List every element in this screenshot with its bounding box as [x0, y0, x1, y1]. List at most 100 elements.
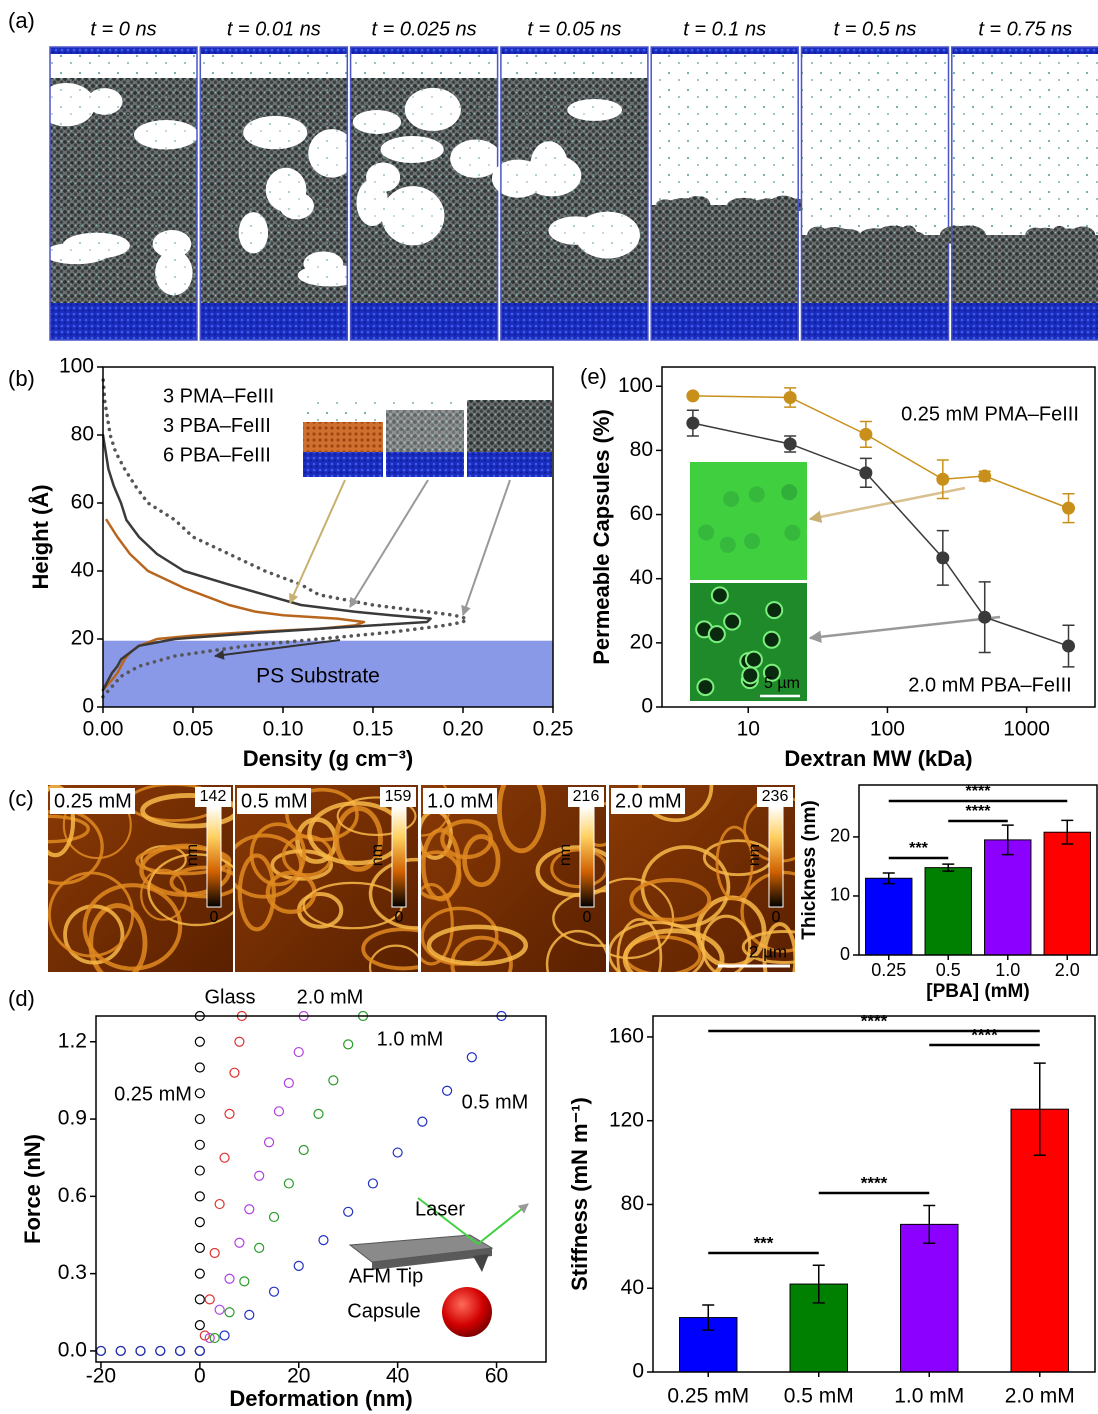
data-point — [209, 1247, 220, 1259]
laser — [417, 1197, 529, 1246]
x-tick-label: 1.0 — [995, 960, 1020, 980]
data-point — [859, 466, 873, 480]
data-point — [194, 1294, 205, 1305]
connecting-line — [692, 422, 1069, 647]
x-tick-label: 0.05 — [173, 718, 214, 741]
data-point — [224, 1108, 235, 1120]
data-point — [254, 1170, 265, 1181]
x-tick-label: 0.5 — [936, 960, 961, 980]
data-point — [328, 1075, 339, 1086]
afm-fiber — [48, 814, 90, 844]
md-snapshot — [491, 46, 649, 341]
capsule — [762, 630, 781, 649]
data-point — [392, 1147, 403, 1158]
data-point — [204, 1332, 215, 1344]
x-tick-label: 0.00 — [83, 718, 124, 741]
substrate — [651, 303, 799, 340]
inset-polymer — [386, 410, 464, 452]
data-point — [783, 390, 797, 404]
colorbar-unit: nm — [184, 844, 201, 866]
polymer-bump — [1034, 227, 1055, 243]
inset-micrograph — [690, 462, 807, 580]
solvent-dots — [50, 78, 197, 305]
data-point — [263, 1137, 275, 1148]
bar — [924, 867, 972, 956]
afm-fiber — [82, 883, 183, 971]
data-point — [194, 1217, 205, 1228]
y-tick-label: 80 — [71, 423, 94, 446]
panel-label: (d) — [8, 986, 35, 1011]
afm-fiber — [552, 889, 606, 947]
polymer-bump — [877, 230, 905, 240]
data-point — [978, 469, 992, 483]
afm-fiber — [368, 944, 418, 972]
max-bg — [380, 787, 416, 807]
bar — [984, 839, 1032, 956]
label-bg — [50, 788, 135, 814]
legend-entry: 3 PMA–FeIII — [163, 385, 274, 407]
afm-fiber — [426, 924, 529, 966]
density-curve — [101, 433, 432, 692]
snapshot-frame — [951, 46, 1098, 341]
afm-tip — [473, 1254, 489, 1272]
plot-frame — [661, 366, 1096, 708]
water-top — [801, 47, 949, 54]
afm-fiber — [88, 903, 148, 972]
error-bar — [923, 1204, 936, 1244]
y-axis-title: Height (Å) — [27, 484, 53, 589]
water-top — [500, 47, 648, 54]
bar — [900, 1223, 959, 1373]
data-point — [194, 1139, 205, 1150]
x-tick-label: 60 — [485, 1365, 508, 1388]
data-point — [214, 1198, 225, 1210]
x-tick-label: 0.20 — [443, 718, 484, 741]
afm-fiber — [740, 870, 795, 953]
time-label: t = 0.01 ns — [227, 18, 321, 40]
afm-fiber — [440, 819, 494, 860]
y-tick-label: 100 — [618, 374, 653, 397]
md-snapshot — [199, 46, 363, 341]
afm-fiber — [147, 853, 233, 927]
colorbar — [768, 806, 784, 908]
polymer-region — [951, 235, 1098, 305]
data-point — [283, 1077, 294, 1089]
colorbar-min: 0 — [210, 909, 219, 926]
afm-fiber — [48, 785, 76, 858]
substrate — [951, 303, 1098, 340]
series-label: 0.25 mM — [114, 1083, 192, 1105]
error-bar — [1001, 824, 1014, 856]
solvent-dots — [500, 78, 648, 305]
time-label: t = 0.05 ns — [527, 18, 621, 40]
md-snapshot — [800, 46, 950, 341]
afm-image — [609, 785, 795, 972]
colorbar-min: 0 — [583, 909, 592, 926]
data-point — [194, 1242, 205, 1253]
x-axis-title: [PBA] (mM) — [926, 981, 1029, 1002]
annotation: Capsule — [347, 1300, 420, 1322]
arrow — [289, 479, 346, 604]
substrate-region — [103, 640, 553, 707]
data-point — [115, 1345, 126, 1357]
capsule — [762, 663, 781, 682]
data-point — [199, 1330, 210, 1341]
data-point — [234, 1036, 245, 1047]
y-tick-label: 120 — [609, 1108, 644, 1131]
arrow — [808, 486, 966, 523]
data-point — [194, 1345, 205, 1357]
x-tick-label: 2.0 — [1055, 960, 1080, 980]
data-point — [254, 1242, 265, 1253]
substrate — [350, 303, 498, 340]
data-point — [219, 1330, 230, 1341]
significance-label: **** — [971, 1025, 998, 1044]
x-tick-label: 100 — [870, 718, 905, 741]
arrow — [214, 639, 341, 660]
series-label: 1.0 mM — [377, 1028, 444, 1050]
snapshot-frame — [199, 46, 349, 341]
afm-fiber — [741, 929, 795, 965]
x-axis-title: Dextran MW (kDa) — [784, 746, 972, 771]
significance-label: **** — [966, 803, 992, 820]
label-bg — [423, 788, 497, 814]
data-point — [194, 1320, 205, 1331]
afm-fiber — [421, 827, 461, 902]
series-label: 0.5 mM — [462, 1091, 529, 1113]
